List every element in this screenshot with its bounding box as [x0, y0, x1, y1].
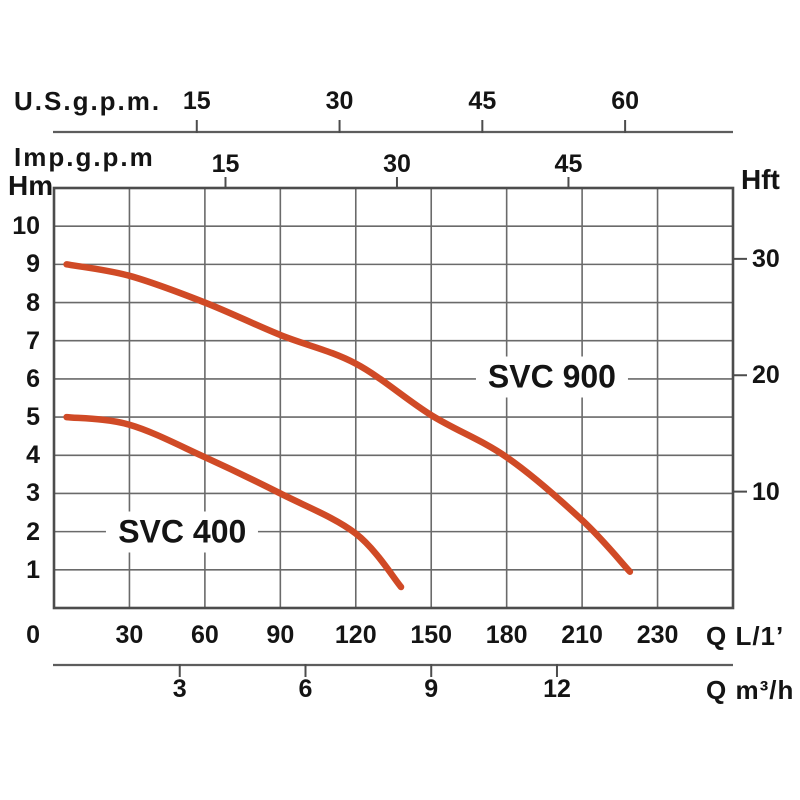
hm-tick-label: 8: [26, 288, 40, 317]
m3h-tick-label: 9: [424, 675, 439, 703]
hm-tick-label: 6: [26, 364, 40, 393]
hm-tick-label: 7: [26, 326, 40, 355]
us-gpm-tick-label: 15: [182, 87, 211, 115]
flow-lmin-tick-label: 230: [636, 621, 679, 649]
imp-gpm-tick-label: 15: [211, 150, 240, 178]
us-gpm-tick-label: 30: [325, 87, 354, 115]
m3h-tick-label: 12: [543, 675, 571, 703]
us-gpm-tick-label: 60: [611, 87, 640, 115]
us-gpm-tick-label: 45: [468, 87, 497, 115]
series-label-svc-400: SVC 400: [106, 511, 259, 553]
hm-tick-label: 2: [26, 517, 40, 546]
hm-tick-label: 10: [12, 212, 40, 241]
head-ft-axis-title: Hft: [741, 164, 780, 195]
flow-lmin-tick-label: 90: [266, 621, 295, 649]
flow-lmin-tick-label: 120: [334, 621, 377, 649]
m3h-tick-label: 6: [298, 675, 313, 703]
curve-svc-900: [63, 261, 634, 575]
hm-tick-label: 1: [26, 555, 40, 584]
hm-tick-label: 3: [26, 479, 40, 508]
head-m-axis-title: Hm: [8, 170, 54, 201]
hft-tick-label: 20: [752, 361, 780, 390]
imp-gpm-tick-label: 30: [383, 150, 411, 178]
hft-tick-label: 10: [752, 477, 780, 506]
flow-lmin-tick-label: 150: [410, 621, 453, 649]
flow-m3h-axis-title: Q m³/h: [706, 675, 795, 705]
imp-gpm-tick-label: 45: [554, 150, 583, 178]
m3h-tick-label: 3: [172, 675, 187, 703]
hm-tick-label: 5: [26, 403, 40, 432]
series-label-svc-900: SVC 900: [475, 356, 628, 398]
hft-tick-label: 30: [752, 244, 780, 273]
hm-tick-label: 9: [26, 250, 40, 279]
flow-lmin-axis-title: Q L/1’: [706, 621, 785, 651]
curve-svc-400: [63, 413, 405, 591]
hm-tick-label: 4: [26, 441, 40, 470]
flow-lmin-tick-label: 60: [190, 621, 219, 649]
flow-lmin-tick-label: 210: [561, 621, 603, 649]
flow-lmin-tick-label: 180: [485, 621, 528, 649]
flow-lmin-tick-label: 30: [115, 621, 144, 649]
plot-border: [52, 186, 735, 610]
hm-zero-label: 0: [26, 621, 40, 649]
imp-gpm-axis-title: Imp.g.p.m: [14, 142, 155, 172]
us-gpm-axis-title: U.S.g.p.m.: [14, 86, 162, 116]
